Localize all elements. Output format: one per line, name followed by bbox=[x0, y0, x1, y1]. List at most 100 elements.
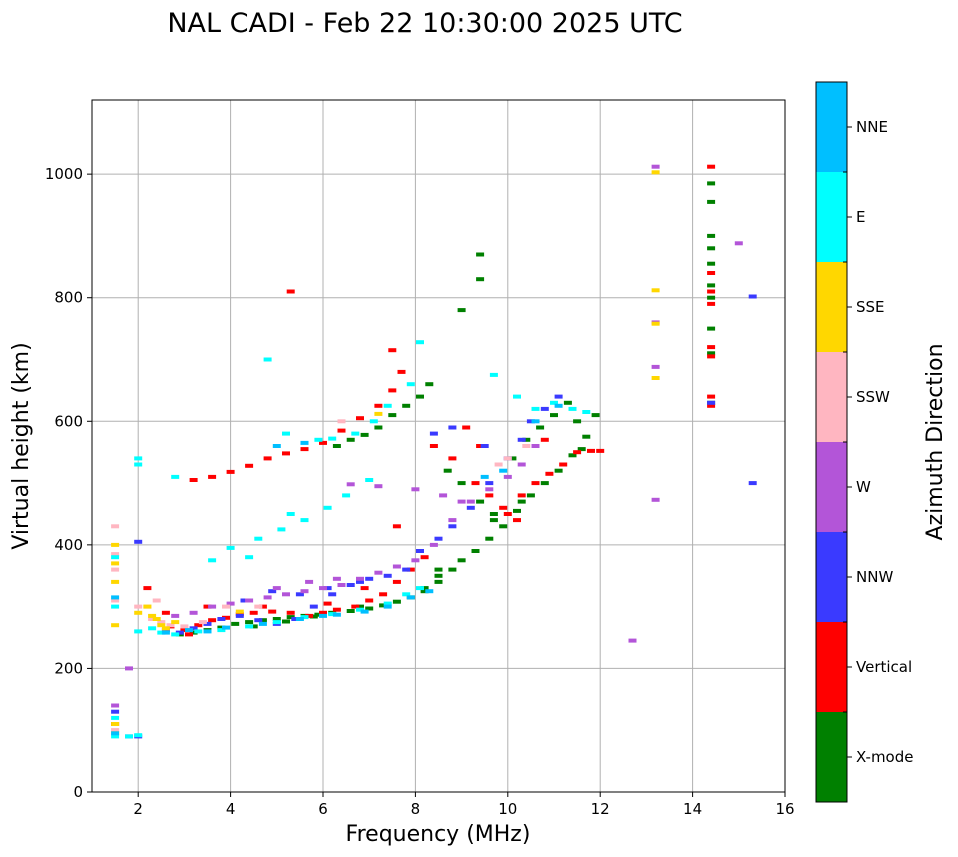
data-point-nnw bbox=[328, 592, 337, 597]
data-point-w bbox=[346, 482, 355, 487]
data-point-e bbox=[254, 536, 263, 541]
data-point-vertical bbox=[707, 354, 716, 359]
colorbar-segment-vertical bbox=[816, 622, 847, 712]
data-point-w bbox=[734, 241, 743, 246]
y-tick-label: 0 bbox=[73, 783, 83, 801]
data-point-vertical bbox=[258, 604, 267, 609]
data-point-x-mode bbox=[522, 437, 531, 442]
data-point-vertical bbox=[208, 474, 217, 479]
data-point-vertical bbox=[305, 613, 314, 618]
data-point-nnw bbox=[217, 617, 226, 621]
colorbar-tick-label: W bbox=[856, 478, 871, 496]
data-point-x-mode bbox=[568, 453, 577, 458]
data-point-vertical bbox=[332, 607, 341, 612]
data-point-nnw bbox=[402, 567, 411, 572]
data-point-sse bbox=[171, 620, 180, 625]
data-point-x-mode bbox=[314, 612, 323, 617]
data-point-sse bbox=[134, 610, 143, 615]
data-point-x-mode bbox=[508, 456, 517, 461]
data-point-x-mode bbox=[332, 444, 341, 448]
data-point-vertical bbox=[356, 416, 364, 421]
data-point-vertical bbox=[485, 493, 494, 498]
data-point-x-mode bbox=[563, 400, 572, 405]
data-point-x-mode bbox=[443, 468, 452, 473]
data-point-nne bbox=[406, 595, 415, 600]
data-point-w bbox=[171, 613, 180, 618]
data-point-e bbox=[217, 628, 226, 633]
data-point-nnw bbox=[268, 589, 277, 594]
x-tick-label: 10 bbox=[498, 800, 517, 818]
data-point-x-mode bbox=[272, 617, 281, 621]
data-point-vertical bbox=[245, 463, 254, 468]
data-point-w bbox=[226, 601, 235, 606]
data-point-x-mode bbox=[476, 499, 485, 504]
data-point-vertical bbox=[531, 481, 540, 486]
data-point-e bbox=[111, 604, 120, 609]
data-point-vertical bbox=[448, 456, 457, 461]
data-point-nne bbox=[111, 595, 120, 600]
data-point-e bbox=[277, 527, 286, 532]
data-point-vertical bbox=[707, 301, 716, 306]
data-point-e bbox=[383, 403, 392, 408]
data-point-w bbox=[319, 586, 327, 591]
y-tick-label: 1000 bbox=[45, 165, 83, 183]
data-point-vertical bbox=[249, 610, 258, 615]
data-point-nnw bbox=[434, 536, 443, 541]
data-point-e bbox=[272, 620, 281, 625]
data-point-vertical bbox=[462, 425, 471, 430]
data-point-vertical bbox=[203, 604, 212, 609]
data-point-nnw bbox=[748, 294, 757, 299]
data-point-w bbox=[272, 586, 281, 591]
data-point-nnw bbox=[203, 621, 212, 626]
data-point-e bbox=[300, 518, 309, 523]
data-point-x-mode bbox=[346, 609, 355, 613]
data-point-e bbox=[111, 715, 120, 720]
data-point-nne bbox=[222, 625, 230, 630]
data-point-nne bbox=[332, 612, 341, 617]
data-point-x-mode bbox=[513, 508, 521, 513]
data-point-e bbox=[383, 601, 392, 606]
data-point-nne bbox=[499, 468, 508, 473]
colorbar-label: Azimuth Direction bbox=[923, 343, 948, 540]
x-axis-label: Frequency (MHz) bbox=[346, 822, 531, 847]
colorbar: X-mode Vertical NNW W SSW SSE E NNE bbox=[815, 81, 913, 803]
data-point-x-mode bbox=[489, 518, 498, 523]
data-point-nnw bbox=[480, 444, 489, 448]
data-point-x-mode bbox=[554, 468, 563, 473]
data-point-nnw bbox=[748, 481, 757, 486]
data-point-sse bbox=[651, 288, 660, 293]
data-point-x-mode bbox=[536, 425, 545, 430]
data-point-nne bbox=[383, 604, 392, 609]
data-point-e bbox=[171, 474, 180, 479]
x-tick-label: 6 bbox=[318, 800, 328, 818]
data-point-x-mode bbox=[707, 326, 716, 331]
data-point-x-mode bbox=[577, 447, 586, 452]
data-point-x-mode bbox=[379, 603, 388, 608]
data-point-vertical bbox=[559, 462, 568, 467]
data-point-ssw bbox=[111, 598, 120, 603]
data-point-w bbox=[374, 570, 383, 575]
data-point-vertical bbox=[365, 598, 374, 603]
data-point-x-mode bbox=[517, 499, 526, 504]
data-point-sse bbox=[651, 321, 660, 326]
data-point-w bbox=[356, 576, 364, 581]
data-point-e bbox=[416, 586, 424, 591]
data-point-nne bbox=[258, 621, 267, 626]
x-tick-label: 8 bbox=[411, 800, 421, 818]
data-point-e bbox=[406, 382, 415, 387]
data-point-vertical bbox=[707, 164, 716, 169]
data-point-sse bbox=[111, 623, 120, 628]
data-point-vertical bbox=[189, 478, 198, 482]
data-point-vertical bbox=[503, 512, 512, 516]
data-point-vertical bbox=[392, 579, 401, 584]
data-point-vertical bbox=[471, 481, 480, 486]
data-point-vertical bbox=[161, 610, 170, 615]
data-point-vertical bbox=[540, 437, 549, 442]
data-point-e bbox=[245, 555, 254, 560]
data-point-vertical bbox=[499, 505, 508, 510]
data-point-x-mode bbox=[707, 233, 716, 238]
data-point-x-mode bbox=[707, 181, 716, 186]
data-point-nnw bbox=[134, 539, 143, 544]
data-point-vertical bbox=[286, 610, 295, 615]
